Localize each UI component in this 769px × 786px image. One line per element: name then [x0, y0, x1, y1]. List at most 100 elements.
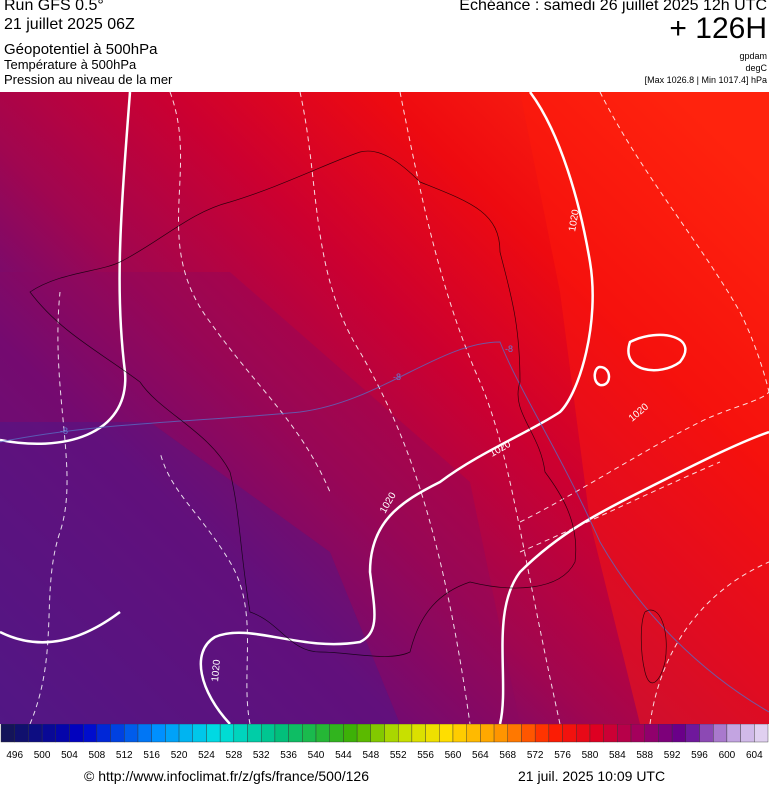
colorbar-label: 512 — [116, 750, 133, 761]
isotherm — [29, 291, 68, 724]
colorbar-cell — [589, 724, 604, 743]
colorbar-cell — [110, 724, 125, 743]
colorbar-cell — [302, 724, 317, 743]
isotherm-label: -8 — [505, 344, 513, 354]
colorbar-cell — [630, 724, 645, 743]
colorbar-cell — [548, 724, 563, 743]
colorbar-cell — [288, 724, 303, 743]
colorbar-cell — [617, 724, 632, 743]
field-label: Géopotentiel à 500hPa — [4, 41, 158, 58]
isotherm — [159, 451, 251, 724]
isobars — [0, 92, 769, 724]
colorbar-cell — [384, 724, 399, 743]
colorbar-label: 496 — [6, 750, 23, 761]
colorbar-cell — [219, 724, 235, 743]
colorbar-label: 516 — [143, 750, 160, 761]
field-band — [0, 272, 520, 724]
colorbar-cell — [370, 724, 385, 743]
colorbar-cell — [480, 724, 495, 743]
colorbar-cell — [699, 724, 714, 743]
colorbar-cell — [685, 724, 700, 743]
colorbar-cell — [233, 724, 248, 743]
colorbar-cell — [151, 724, 166, 743]
colorbar-label: 600 — [719, 750, 736, 761]
colorbar-label: 584 — [609, 750, 626, 761]
isobar-label: 1020 — [210, 659, 223, 683]
colorbar-cell — [576, 724, 591, 743]
colorbar-cell — [315, 724, 330, 743]
isobar — [593, 365, 611, 387]
colorbar-label: 604 — [746, 750, 763, 761]
colorbar-label: 552 — [390, 750, 407, 761]
coastlines — [29, 150, 667, 684]
footer-timestamp: 21 juil. 2025 10:09 UTC — [518, 768, 666, 784]
colorbar-cell — [343, 724, 358, 743]
colorbar-cell — [247, 724, 262, 743]
isobar — [627, 333, 687, 372]
colorbar-label: 560 — [445, 750, 462, 761]
colorbar-label: 504 — [61, 750, 78, 761]
colorbar-label: 536 — [280, 750, 297, 761]
colorbar-label: 524 — [198, 750, 215, 761]
colorbar-label: 580 — [582, 750, 599, 761]
colorbar-cell — [452, 724, 467, 743]
colorbar-cell — [69, 724, 84, 743]
colorbar-cell — [124, 724, 139, 743]
colorbar-label: 592 — [664, 750, 681, 761]
colorbar-label: 508 — [89, 750, 106, 761]
isotherm — [169, 92, 331, 493]
isobar — [498, 430, 769, 724]
field-label: Pression au niveau de la mer — [4, 72, 173, 87]
colorbar-label: 500 — [34, 750, 51, 761]
field-label: Température à 500hPa — [4, 57, 137, 72]
map: 1020 1020 1020 1020 1020 -8 -8 -8 — [0, 92, 769, 724]
unit: degC — [745, 63, 767, 73]
colorbar-label: 532 — [253, 750, 270, 761]
field-band — [520, 92, 769, 724]
isotherm-label: -8 — [60, 426, 68, 436]
run-title: Run GFS 0.5° — [4, 0, 104, 14]
colorbar-cell — [178, 724, 193, 743]
lead-time: + 126H — [669, 12, 767, 45]
colorbar-cell — [425, 724, 440, 743]
colorbar-cell — [28, 724, 43, 743]
colorbar-cell — [96, 724, 111, 743]
field-band — [0, 422, 400, 724]
colorbar-cell — [658, 724, 673, 743]
colorbar-cell — [41, 724, 56, 743]
isotherm — [649, 561, 769, 724]
colorbar-cell — [521, 724, 536, 743]
colorbar-cell — [14, 724, 29, 743]
colorbar-cell — [411, 724, 426, 743]
corsica-outline — [640, 609, 667, 684]
unit: gpdam — [739, 51, 767, 61]
colorbar-cell — [329, 724, 344, 743]
colorbar-label: 564 — [472, 750, 489, 761]
colorbar-label: 540 — [308, 750, 325, 761]
colorbar-cell — [713, 724, 728, 743]
isotherm-label: -8 — [393, 372, 401, 382]
run-date: 21 juillet 2025 06Z — [4, 16, 135, 33]
colorbar-label: 596 — [691, 750, 708, 761]
colorbar-cell — [754, 724, 769, 743]
colorbar-cell — [192, 724, 207, 743]
isotherms — [29, 92, 769, 724]
isotherm — [599, 92, 769, 393]
colorbar: 496 500 504 508 512 516 520 524 528 532 536 540 544 5… — [0, 724, 769, 761]
isobar — [199, 92, 594, 724]
colorbar-label: 588 — [636, 750, 653, 761]
colorbar-label: 528 — [225, 750, 242, 761]
isotherm — [299, 92, 471, 724]
colorbar-cell — [644, 724, 659, 743]
isobar — [0, 610, 121, 644]
colorbar-label: 568 — [499, 750, 516, 761]
isobar-label: 1020 — [567, 208, 582, 232]
colorbar-cell — [165, 724, 180, 743]
colorbar-label: 548 — [362, 750, 379, 761]
colorbar-label: 556 — [417, 750, 434, 761]
isotherm — [399, 92, 561, 724]
colorbar-cell — [534, 724, 550, 743]
colorbar-cell — [466, 724, 481, 743]
colorbar-cell — [82, 724, 98, 743]
